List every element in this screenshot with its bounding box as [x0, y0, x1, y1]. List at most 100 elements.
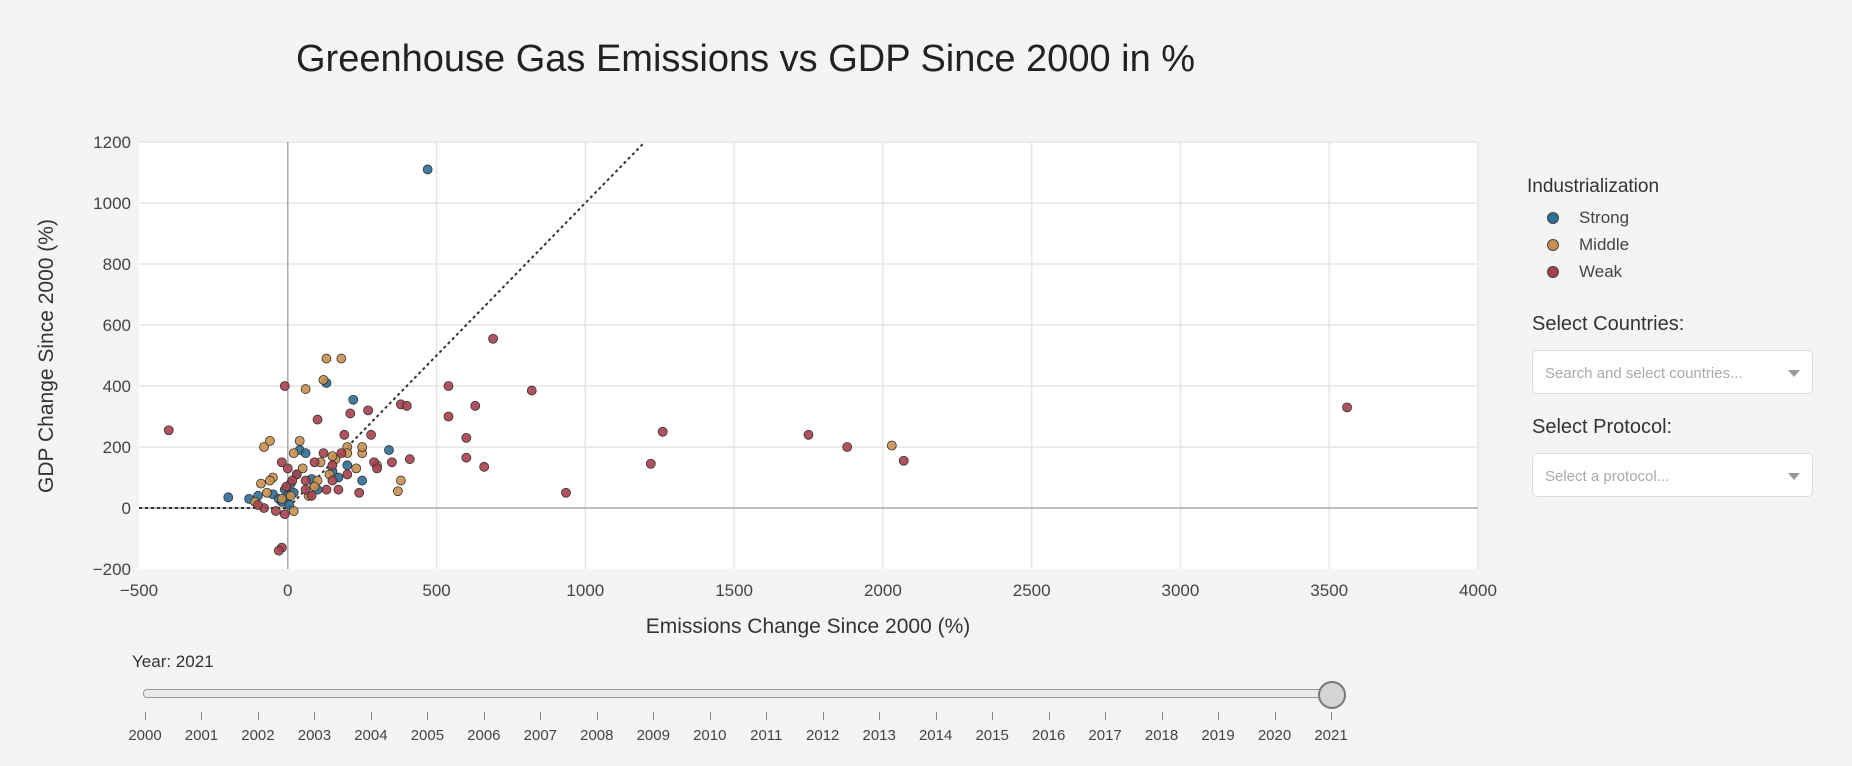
legend-item-weak[interactable]: Weak — [1547, 258, 1659, 285]
year-tick-label[interactable]: 2007 — [523, 727, 558, 744]
data-point-middle[interactable] — [300, 384, 311, 394]
data-point-weak[interactable] — [300, 475, 311, 486]
data-point-weak[interactable] — [318, 448, 329, 459]
data-point-weak[interactable] — [300, 484, 311, 495]
year-tick-label[interactable]: 2004 — [354, 727, 388, 744]
data-point-weak[interactable] — [345, 408, 356, 419]
year-tick-label[interactable]: 2006 — [467, 727, 501, 744]
data-point-middle[interactable] — [357, 442, 368, 452]
data-point-weak[interactable] — [312, 414, 323, 425]
year-tick-label[interactable]: 2008 — [580, 727, 614, 744]
data-point-weak[interactable] — [333, 484, 344, 495]
data-point-strong[interactable] — [300, 448, 311, 459]
protocol-select-input[interactable] — [1543, 463, 1767, 489]
year-tick-label[interactable]: 2016 — [1031, 727, 1066, 744]
data-point-weak[interactable] — [842, 442, 853, 452]
data-point-middle[interactable] — [285, 490, 296, 501]
data-point-weak[interactable] — [282, 463, 293, 474]
countries-search-input[interactable] — [1543, 360, 1767, 386]
data-point-weak[interactable] — [342, 469, 353, 480]
data-point-middle[interactable] — [265, 435, 275, 446]
data-point-middle[interactable] — [395, 475, 406, 486]
year-tick-label[interactable]: 2020 — [1257, 727, 1292, 744]
data-point-weak[interactable] — [1342, 402, 1352, 413]
data-point-strong[interactable] — [357, 475, 368, 486]
data-point-middle[interactable] — [309, 481, 320, 492]
data-point-weak[interactable] — [461, 452, 472, 463]
year-tick-label[interactable]: 2009 — [636, 727, 670, 744]
data-point-weak[interactable] — [470, 400, 481, 411]
data-points[interactable] — [163, 164, 1352, 556]
data-point-weak[interactable] — [366, 429, 376, 440]
year-tick-label[interactable]: 2011 — [750, 727, 783, 744]
data-point-strong[interactable] — [422, 164, 433, 175]
data-point-middle[interactable] — [262, 487, 272, 498]
data-point-weak[interactable] — [339, 429, 350, 440]
data-point-weak[interactable] — [321, 484, 332, 495]
year-tick-label[interactable]: 2014 — [918, 727, 953, 744]
year-tick-label[interactable]: 2013 — [862, 727, 896, 744]
chevron-down-icon[interactable] — [1788, 370, 1800, 377]
data-point-weak[interactable] — [336, 448, 347, 459]
legend-item-middle[interactable]: Middle — [1547, 231, 1659, 258]
legend-item-strong[interactable]: Strong — [1547, 204, 1659, 231]
data-point-middle[interactable] — [288, 448, 299, 459]
year-slider-handle[interactable] — [1318, 681, 1346, 709]
data-point-strong[interactable] — [348, 394, 359, 405]
data-point-middle[interactable] — [294, 435, 305, 446]
data-point-weak[interactable] — [273, 545, 284, 556]
data-point-weak[interactable] — [270, 506, 281, 516]
year-tick-label[interactable]: 2001 — [184, 727, 219, 744]
chevron-down-icon[interactable] — [1788, 473, 1800, 480]
year-tick-label[interactable]: 2005 — [410, 727, 445, 744]
data-point-weak[interactable] — [253, 500, 263, 510]
series-weak[interactable] — [163, 333, 1352, 556]
data-point-middle[interactable] — [351, 463, 362, 474]
data-point-weak[interactable] — [281, 481, 292, 492]
data-point-weak[interactable] — [163, 425, 174, 436]
data-point-weak[interactable] — [327, 460, 338, 471]
data-point-middle[interactable] — [288, 506, 299, 516]
year-tick-label[interactable]: 2010 — [693, 727, 727, 744]
data-point-weak[interactable] — [461, 432, 472, 443]
data-point-weak[interactable] — [372, 463, 382, 474]
data-point-weak[interactable] — [561, 487, 571, 498]
data-point-weak[interactable] — [287, 475, 298, 486]
data-point-weak[interactable] — [488, 333, 498, 344]
data-point-weak[interactable] — [387, 457, 397, 468]
data-point-middle[interactable] — [392, 486, 403, 497]
year-tick-label[interactable]: 2018 — [1144, 727, 1179, 744]
data-point-middle[interactable] — [276, 493, 287, 504]
data-point-weak[interactable] — [276, 457, 287, 468]
data-point-weak[interactable] — [327, 475, 338, 486]
data-point-middle[interactable] — [321, 353, 332, 364]
data-point-middle[interactable] — [336, 353, 347, 364]
data-point-strong[interactable] — [223, 492, 234, 503]
data-point-middle[interactable] — [297, 463, 308, 474]
data-point-weak[interactable] — [306, 490, 317, 501]
data-point-weak[interactable] — [526, 385, 537, 396]
data-point-weak[interactable] — [443, 381, 454, 391]
data-point-weak[interactable] — [279, 509, 290, 519]
year-tick-label[interactable]: 2002 — [241, 727, 275, 744]
data-point-strong[interactable] — [384, 445, 394, 455]
year-tick-label[interactable]: 2000 — [128, 727, 162, 744]
data-point-weak[interactable] — [404, 454, 415, 465]
data-point-middle[interactable] — [318, 374, 329, 385]
data-point-middle[interactable] — [327, 451, 338, 462]
countries-dropdown[interactable] — [1532, 350, 1813, 394]
year-tick-label[interactable]: 2015 — [975, 727, 1009, 744]
data-point-weak[interactable] — [803, 429, 814, 440]
year-slider-track[interactable] — [143, 689, 1333, 698]
protocol-dropdown[interactable] — [1532, 453, 1813, 497]
data-point-strong[interactable] — [342, 460, 353, 471]
data-point-weak[interactable] — [443, 411, 454, 422]
data-point-middle[interactable] — [886, 440, 897, 451]
data-point-weak[interactable] — [354, 487, 365, 498]
data-point-middle[interactable] — [256, 478, 266, 489]
data-point-weak[interactable] — [645, 458, 656, 469]
data-point-middle[interactable] — [265, 475, 275, 486]
data-point-weak[interactable] — [401, 400, 412, 411]
year-tick-label[interactable]: 2021 — [1314, 727, 1348, 744]
data-point-weak[interactable] — [898, 455, 909, 466]
